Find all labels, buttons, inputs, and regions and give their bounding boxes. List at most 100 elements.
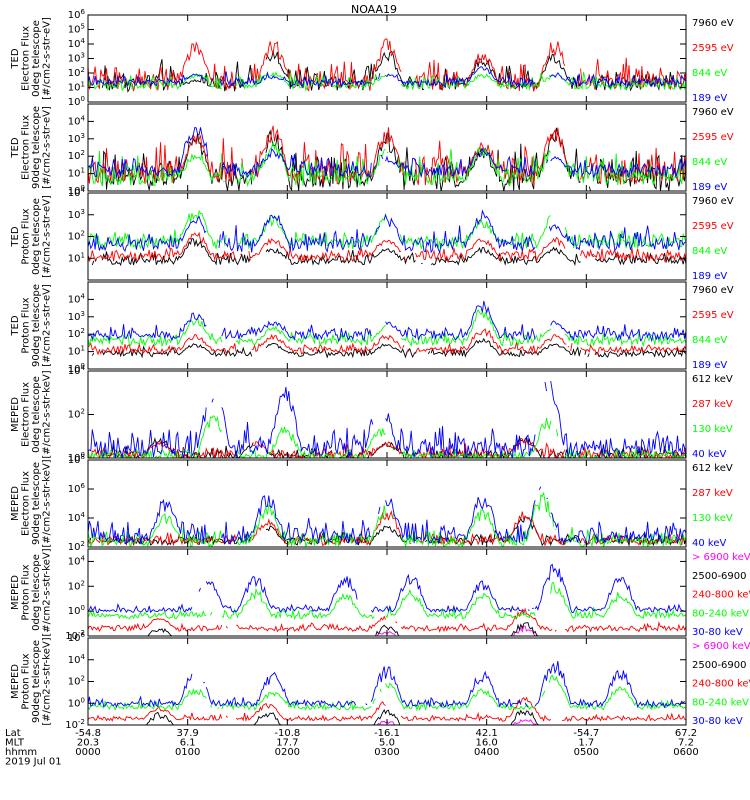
y-tick-label: 102 xyxy=(68,408,85,421)
legend-entry: 7960 eV xyxy=(692,18,734,29)
x-tick-label: 0100 xyxy=(175,747,200,758)
series-844-ev xyxy=(88,142,686,187)
legend-entry: 844 eV xyxy=(692,68,727,79)
x-row-label: hhmm xyxy=(5,747,37,758)
x-row-label: Lat xyxy=(5,728,21,739)
x-tick-label: 17.7 xyxy=(276,738,298,749)
series-40-kev xyxy=(88,381,686,458)
y-tick-label: 103 xyxy=(68,132,85,145)
series-7960-ev xyxy=(88,238,686,267)
series-80-240-kev xyxy=(88,582,686,621)
panel-6: 102 104 106 108 MEPEDElectron Flux90deg tele… xyxy=(10,453,733,553)
y-tick-label: 103 xyxy=(68,52,85,65)
series-612-kev xyxy=(88,515,686,547)
legend-entry: 80-240 keV xyxy=(692,697,749,708)
y-tick-label: 102 xyxy=(68,675,85,688)
legend-entry: 240-800 keV xyxy=(692,679,750,690)
legend-entry: 287 keV xyxy=(692,399,733,410)
x-row-label: MLT xyxy=(5,738,25,749)
y-axis-label: MEPEDProton Flux90deg telescope[#/cm2-s-… xyxy=(10,637,53,725)
legend-entry: 189 eV xyxy=(692,93,727,104)
series-2500-6900 xyxy=(88,708,686,725)
x-tick-label: 0400 xyxy=(474,747,499,758)
y-tick-label: 104 xyxy=(68,186,86,199)
series-2595-ev xyxy=(88,231,686,263)
x-tick-label: 37.9 xyxy=(177,728,199,739)
legend-entry: 189 eV xyxy=(692,360,727,371)
legend-entry: 612 keV xyxy=(692,374,733,385)
legend-entry: 189 eV xyxy=(692,182,727,193)
legend-entry: 2595 eV xyxy=(692,310,734,321)
y-axis-label: MEPEDElectron Flux90deg telescope[#/cm2-… xyxy=(10,459,53,547)
y-tick-label: 102 xyxy=(68,149,85,162)
legend-entry: 7960 eV xyxy=(692,107,734,118)
y-tick-label: 102 xyxy=(68,66,85,79)
x-tick-label: 0600 xyxy=(673,747,698,758)
y-tick-label: 10-2 xyxy=(65,629,85,642)
panel-8: 10-2 100 102 104 106 MEPEDProton Flux90deg te… xyxy=(10,631,750,731)
series--6900-kev xyxy=(102,719,686,725)
x-tick-label: -54.7 xyxy=(573,728,599,739)
legend-entry: 40 keV xyxy=(692,538,726,549)
y-tick-label: 101 xyxy=(68,345,85,358)
y-tick-label: 104 xyxy=(68,653,86,666)
x-tick-label: 0000 xyxy=(75,747,100,758)
y-axis-label: MEPEDProton Flux0deg telescope[#/cm2-s-s… xyxy=(10,548,53,636)
y-tick-label: 106 xyxy=(68,8,86,21)
y-tick-label: 104 xyxy=(68,292,86,305)
y-tick-label: 101 xyxy=(68,81,85,94)
legend-entry: 2595 eV xyxy=(692,132,734,143)
legend-entry: > 6900 keV xyxy=(692,641,750,652)
y-tick-label: 104 xyxy=(68,37,86,50)
series-80-240-kev xyxy=(88,674,686,712)
panel-frame xyxy=(87,637,687,726)
series-189-ev xyxy=(88,126,686,179)
x-tick-label: -10.8 xyxy=(274,728,300,739)
x-tick-label: 20.3 xyxy=(77,738,99,749)
panel-3: 101 102 103 104 TEDProton Flux0deg telescope… xyxy=(10,186,734,282)
series-287-kev xyxy=(88,509,686,547)
y-tick-label: 100 xyxy=(68,451,85,464)
legend-entry: 2595 eV xyxy=(692,221,734,232)
series-240-800-kev xyxy=(88,607,686,633)
series-30-80-kev xyxy=(88,661,686,707)
y-tick-label: 100 xyxy=(68,362,85,375)
y-axis-label: TEDProton Flux0deg telescope[#/cm2-s-str… xyxy=(10,195,53,278)
series-2595-ev xyxy=(88,328,686,356)
y-tick-label: 10-2 xyxy=(65,718,85,731)
y-tick-label: 102 xyxy=(68,230,85,243)
legend-entry: 40 keV xyxy=(692,449,726,460)
series-40-kev xyxy=(88,486,686,546)
panel-frame xyxy=(87,548,687,637)
series-7960-ev xyxy=(91,337,686,359)
y-tick-label: 106 xyxy=(68,631,86,644)
x-tick-label: 16.0 xyxy=(476,738,498,749)
legend-entry: 80-240 keV xyxy=(692,608,749,619)
legend-entry: 2500-6900 xyxy=(692,660,747,671)
panel-frame xyxy=(87,103,687,192)
panel-7: 10-2 100 102 104 MEPEDProton Flux0deg telesc… xyxy=(10,548,750,642)
legend-entry: 30-80 keV xyxy=(692,627,743,638)
x-tick-label: 6.1 xyxy=(180,738,196,749)
chart-title: NOAA19 xyxy=(351,3,397,16)
x-tick-label: -16.1 xyxy=(374,728,400,739)
y-tick-label: 101 xyxy=(68,251,85,264)
series-130-kev xyxy=(88,492,686,547)
y-tick-label: 104 xyxy=(68,114,86,127)
y-tick-label: 100 xyxy=(68,696,85,709)
y-axis-label: MEPEDElectron Flux0deg telescope[#/cm2-s… xyxy=(10,370,53,458)
legend-entry: 844 eV xyxy=(692,335,727,346)
series-2500-6900 xyxy=(88,622,686,636)
y-tick-label: 102 xyxy=(68,540,85,553)
legend-entry: 7960 eV xyxy=(692,196,734,207)
y-tick-label: 104 xyxy=(68,511,86,524)
series-130-kev xyxy=(88,415,686,458)
y-tick-label: 105 xyxy=(68,23,85,36)
y-tick-label: 102 xyxy=(68,327,85,340)
series-30-80-kev xyxy=(88,565,686,613)
legend-entry: 287 keV xyxy=(692,488,733,499)
y-tick-label: 102 xyxy=(68,579,85,592)
x-date-label: 2019 Jul 01 xyxy=(5,757,62,768)
